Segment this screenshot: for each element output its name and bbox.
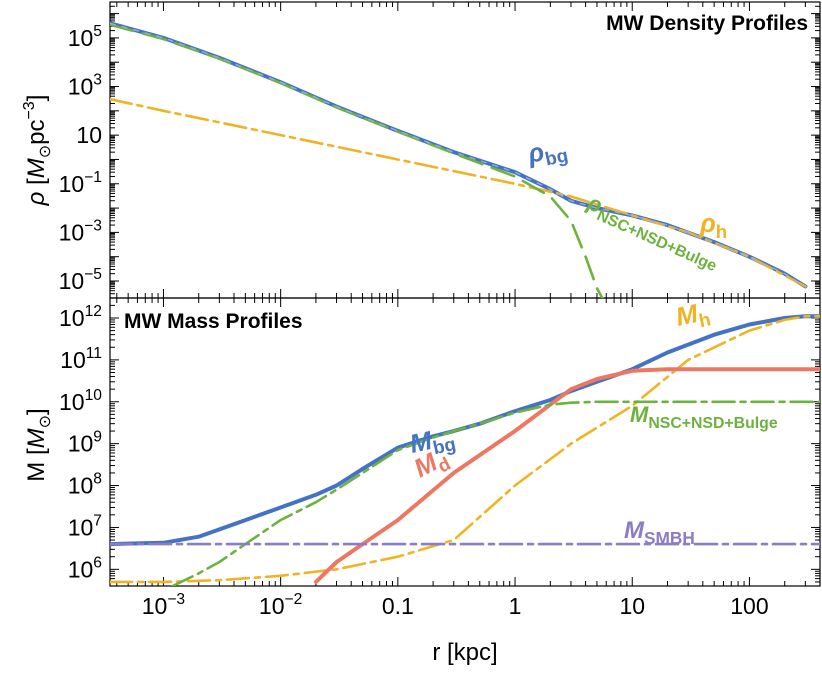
density-series <box>110 21 808 298</box>
x-tick-label: 1 <box>509 593 522 619</box>
mass-panel-frame <box>109 297 821 587</box>
label-m-nsc-nsd-bulge: MNSC+NSD+Bulge <box>630 402 778 432</box>
mass-y-tick-label: 107 <box>68 512 102 540</box>
label-rho-h: ρh <box>699 208 727 242</box>
x-tick-label: 10−3 <box>142 591 185 619</box>
mass-series <box>110 314 820 586</box>
density-y-axis-label: ρ [M⊙pc−3] <box>21 95 54 207</box>
mass-y-tick-label: 109 <box>68 429 102 457</box>
density-y-tick-label: 10 <box>76 122 102 148</box>
mass-y-tick-label: 1010 <box>59 387 102 415</box>
density-y-tick-label: 10−1 <box>59 169 102 197</box>
x-tick-label: 100 <box>730 593 768 619</box>
density-panel-title: MW Density Profiles <box>606 12 808 35</box>
mass-y-tick-label: 108 <box>68 471 103 499</box>
x-tick-label: 0.1 <box>382 593 414 619</box>
mass-y-tick-label: 106 <box>68 554 102 582</box>
density-y-tick-label: 10−5 <box>59 266 103 294</box>
label-m-h: Mh <box>673 296 712 336</box>
mass-y-tick-label: 1011 <box>60 345 102 373</box>
mass-y-tick-label: 1012 <box>59 303 102 331</box>
tick-labels: 1051031010−110−310−510121011101010910810… <box>59 23 769 619</box>
density-series-bg-overlay <box>110 22 806 287</box>
mass-series-mh <box>110 314 820 584</box>
x-tick-label: 10−2 <box>259 591 302 619</box>
density-series--bg <box>110 21 808 289</box>
mass-y-axis-label: M [M⊙] <box>23 408 54 481</box>
density-panel-frame <box>109 1 821 299</box>
mass-panel-title: MW Mass Profiles <box>124 310 303 333</box>
density-y-tick-label: 10−3 <box>59 217 102 245</box>
mass-series-mbg <box>110 314 820 547</box>
x-axis-label: r [kpc] <box>432 639 497 666</box>
axis-ticks <box>110 1 821 587</box>
density-y-tick-label: 105 <box>68 23 103 51</box>
density-series--nsc-nsd-bulge <box>110 23 604 298</box>
label-rho-bg: ρbg <box>524 131 570 172</box>
density-y-tick-label: 103 <box>68 72 102 100</box>
label-m-smbh: MSMBH <box>624 517 695 548</box>
x-tick-label: 10 <box>619 593 645 619</box>
